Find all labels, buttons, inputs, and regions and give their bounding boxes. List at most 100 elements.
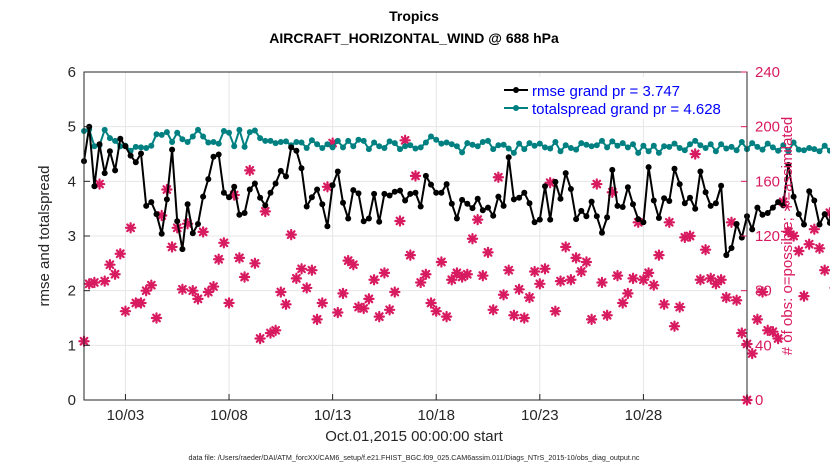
obs-marker-stroke [623,288,633,298]
obs-point [373,310,385,323]
obs-marker-stroke [644,268,653,278]
obs-marker-stroke [380,268,389,278]
rmse-data-point [169,146,176,153]
totalspread-data-point [474,143,481,150]
obs-marker-stroke [504,265,514,275]
obs-point [627,272,639,285]
totalspread-data-point [226,129,232,136]
rmse-data-point [112,167,119,174]
totalspread-data-point [536,140,543,147]
rmse-data-point [769,204,776,211]
obs-point [611,269,624,282]
rmse-data-point [697,168,704,175]
totalspread-data-point [578,140,585,147]
totalspread-data-point [220,128,227,134]
rmse-data-point [355,190,362,197]
totalspread-data-point [712,148,719,155]
obs-marker-stroke [260,206,270,216]
obs-marker-stroke [592,179,602,189]
totalspread-data-point [174,129,181,136]
totalspread-data-point [246,129,253,136]
obs-marker-stroke [576,267,586,276]
obs-marker-stroke [804,239,814,249]
totalspread-data-point [459,149,466,156]
rmse-data-point [438,189,445,196]
rmse-data-point [189,230,196,237]
obs-point [249,257,261,270]
totalspread-data-point [360,137,367,144]
obs-marker-stroke [400,135,410,145]
obs-marker-stroke [364,294,374,304]
rmse-data-point [573,216,580,223]
rmse-data-point [122,143,129,150]
obs-point [166,241,178,253]
totalspread-data-point [241,143,248,150]
obs-point [575,265,587,278]
rmse-data-point [510,196,517,203]
rmse-data-point [314,186,321,193]
totalspread-data-point [215,140,222,147]
rmse-data-point [567,186,574,192]
obs-marker-stroke [323,182,332,192]
obs-point [596,276,608,289]
legend-spread-label: totalspread grand pr = 4.628 [532,101,721,118]
obs-marker-stroke [224,298,234,308]
obs-point [290,272,303,285]
y-tick-label: 1 [68,337,76,354]
totalspread-data-point [308,137,315,144]
rmse-data-point [780,202,787,209]
rmse-data-point [619,204,626,210]
totalspread-data-point [599,137,605,144]
y-tick-label: 5 [68,119,76,136]
axis-ticks: 0 1 2 3 4 5 6 0 40 80 120 160 200 240 10/03 10/08 10/13 1… [68,64,780,424]
rmse-data-point [459,196,466,203]
rmse-data-point [806,188,813,195]
rmse-data-point [552,178,559,185]
obs-marker-stroke [255,334,265,343]
rmse-data-point [293,147,300,154]
rmse-data-point [790,193,797,200]
y-right-tick-label: 80 [755,283,772,300]
obs-point [767,325,779,338]
obs-point [187,284,199,297]
totalspread-data-point [702,145,709,151]
obs-marker-stroke [670,321,679,331]
rmse-data-point [604,214,611,221]
obs-marker-stroke [784,227,793,237]
obs-point [363,293,375,305]
totalspread-data-point [205,139,212,146]
obs-point [637,274,650,286]
totalspread-data-point [769,144,776,151]
obs-marker-stroke [659,299,669,309]
obs-point [622,287,634,300]
rmse-data-point [578,207,585,214]
totalspread-data-point [277,139,284,145]
totalspread-data-point [526,140,533,147]
obs-point [736,327,748,339]
obs-marker-stroke [436,257,446,267]
rmse-data-point [288,144,295,151]
rmse-data-point [795,211,802,218]
totalspread-data-point [547,145,554,152]
totalspread-data-point [826,147,830,154]
rmse-data-point [402,197,409,204]
totalspread-data-point [604,144,611,151]
rmse-data-point [754,204,761,211]
totalspread-data-point [231,143,238,150]
obs-marker-stroke [820,265,830,275]
rmse-data-point [272,180,279,187]
totalspread-data-point [143,145,150,151]
x-tick-label: 10/28 [625,407,663,424]
rmse-data-point [801,221,807,228]
totalspread-data-point [583,141,590,148]
totalspread-data-point [350,143,357,150]
rmse-data-point [205,176,212,183]
obs-point [503,264,515,276]
rmse-data-point [681,200,688,207]
obs-marker-stroke [317,298,327,308]
obs-point [658,298,670,311]
obs-point [212,253,225,265]
y-right-tick-label: 120 [755,228,780,245]
obs-point [244,164,256,177]
